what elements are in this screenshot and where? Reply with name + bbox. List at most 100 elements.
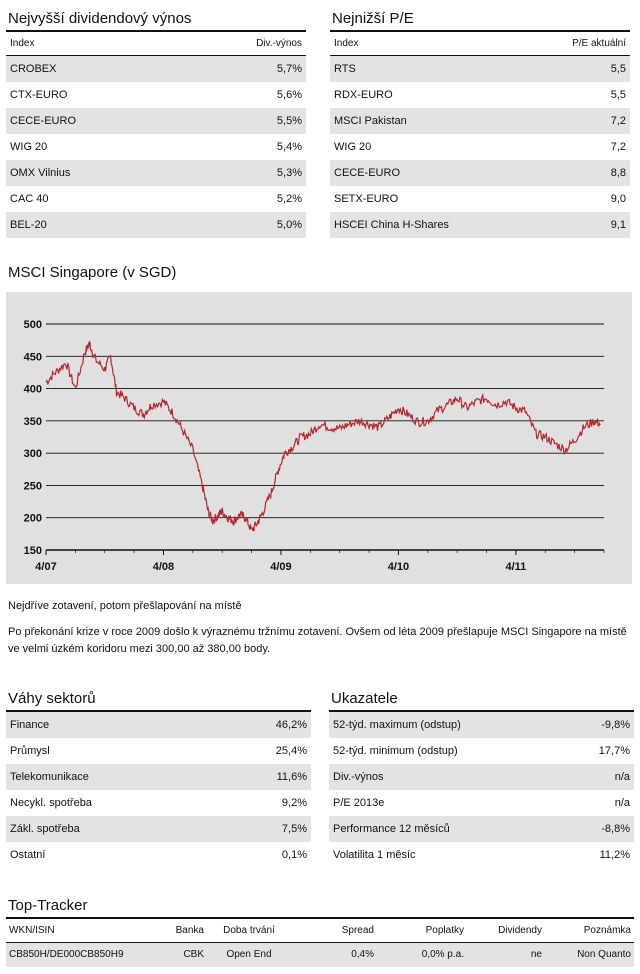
row-value: 7,2 (610, 115, 626, 127)
row-name: Telekomunikace (10, 771, 89, 783)
row-value: 5,6% (276, 89, 302, 101)
table-row: CTX-EURO 5,6% (6, 82, 306, 108)
table-row: HSCEI China H-Shares 9,1 (330, 212, 630, 238)
row-name: CECE-EURO (334, 167, 401, 179)
x-tick-label: 4/08 (153, 561, 174, 573)
row-name: RDX-EURO (334, 89, 393, 101)
table-row: Performance 12 měsíců -8,8% (329, 816, 634, 842)
top-tracker-title: Top-Tracker (6, 893, 634, 919)
header-index: Index (10, 38, 35, 49)
indicators-table: Ukazatele 52-týd. maximum (odstup) -9,8% … (329, 686, 634, 868)
cell-bank: CBK (183, 949, 204, 960)
y-tick-label: 250 (24, 480, 42, 492)
sector-weights-rows: Finance 46,2% Průmysl 25,4% Telekomunikace… (6, 712, 311, 868)
cell-dividends: ne (530, 949, 542, 960)
table-row: WIG 20 5,4% (6, 134, 306, 160)
table-row: OMX Vilnius 5,3% (6, 160, 306, 186)
row-name: OMX Vilnius (10, 167, 71, 179)
row-name: CTX-EURO (10, 89, 68, 101)
row-value: 5,0% (276, 219, 302, 231)
row-name: Finance (10, 719, 50, 731)
table-row: Finance 46,2% (6, 712, 311, 738)
row-value: 8,8 (610, 167, 626, 179)
row-name: 52-týd. minimum (odstup) (333, 745, 458, 757)
x-tick-label: 4/07 (35, 561, 56, 573)
row-value: 11,2% (599, 849, 630, 861)
y-tick-label: 450 (24, 351, 42, 363)
row-value: 5,5 (610, 89, 626, 101)
chart-panel: 500 450 400 350 300 250 200 150 4/07 4/08 4/09 4/10… (6, 292, 632, 584)
sector-weights-table: Váhy sektorů Finance 46,2% Průmysl 25,4% T… (6, 686, 311, 868)
row-value: -8,8% (601, 823, 630, 835)
header-bank: Banka (175, 925, 204, 936)
cell-duration: Open End (226, 949, 272, 960)
header-dividends: Dividendy (498, 925, 542, 936)
table-row: CECE-EURO 8,8 (330, 160, 630, 186)
row-name: P/E 2013e (333, 797, 385, 809)
lowest-pe-header: Index P/E aktuální (330, 32, 630, 56)
row-name: 52-týd. maximum (odstup) (333, 719, 461, 731)
row-name: Průmysl (10, 745, 50, 757)
row-value: 5,7% (276, 63, 302, 75)
lowest-pe-table: Nejnižší P/E Index P/E aktuální RTS 5,5 R… (330, 6, 630, 238)
top-tracker-table: Top-Tracker WKN/ISIN Banka Doba trvání S… (6, 893, 634, 967)
row-value: 9,1 (610, 219, 626, 231)
row-value: 5,2% (276, 193, 302, 205)
row-value: n/a (614, 797, 630, 809)
row-name: MSCI Pakistan (334, 115, 407, 127)
row-value: 5,5% (276, 115, 302, 127)
sector-weights-title: Váhy sektorů (6, 686, 311, 712)
table-row: 52-týd. maximum (odstup) -9,8% (329, 712, 634, 738)
table-row: RDX-EURO 5,5 (330, 82, 630, 108)
cell-fees: 0,0% p.a. (421, 949, 464, 960)
table-row: MSCI Pakistan 7,2 (330, 108, 630, 134)
row-value: 17,7% (598, 745, 630, 757)
row-value: 46,2% (275, 719, 307, 731)
row-name: HSCEI China H-Shares (334, 219, 449, 231)
y-tick-label: 400 (24, 384, 42, 396)
chart-title: MSCI Singapore (v SGD) (8, 264, 177, 281)
row-value: 5,4% (276, 141, 302, 153)
row-value: n/a (614, 771, 630, 783)
plot-area (46, 324, 604, 550)
table-row: Průmysl 25,4% (6, 738, 311, 764)
row-name: WIG 20 (334, 141, 372, 153)
row-name: Zákl. spotřeba (10, 823, 80, 835)
table-row: RTS 5,5 (330, 56, 630, 82)
row-name: Volatilita 1 měsíc (333, 849, 416, 861)
y-tick-label: 150 (24, 545, 42, 557)
header-div-yield: Div.-výnos (256, 38, 302, 49)
row-name: SETX-EURO (334, 193, 399, 205)
y-tick-label: 200 (24, 513, 42, 525)
header-wkn-isin: WKN/ISIN (9, 925, 55, 936)
table-row: Telekomunikace 11,6% (6, 764, 311, 790)
row-name: CROBEX (10, 63, 57, 75)
table-row: SETX-EURO 9,0 (330, 186, 630, 212)
header-fees: Poplatky (425, 925, 464, 936)
row-value: 5,3% (276, 167, 302, 179)
header-duration: Doba trvání (223, 925, 275, 936)
x-tick-label: 4/11 (505, 561, 526, 573)
dividend-yield-rows: CROBEX 5,7% CTX-EURO 5,6% CECE-EURO 5,5% WI… (6, 56, 306, 238)
series-line (45, 340, 601, 532)
row-name: WIG 20 (10, 141, 48, 153)
row-name: Necykl. spotřeba (10, 797, 92, 809)
row-name: BEL-20 (10, 219, 47, 231)
cell-wkn-isin: CB850H/DE000CB850H9 (9, 949, 124, 960)
table-row: Ostatní 0,1% (6, 842, 311, 868)
header-pe: P/E aktuální (572, 38, 626, 49)
table-row: P/E 2013e n/a (329, 790, 634, 816)
row-value: 11,6% (276, 771, 307, 783)
dividend-yield-table: Nejvyšší dividendový výnos Index Div.-vý… (6, 6, 306, 238)
table-row: CAC 40 5,2% (6, 186, 306, 212)
header-index: Index (334, 38, 359, 49)
row-name: CAC 40 (10, 193, 49, 205)
lowest-pe-title: Nejnižší P/E (330, 6, 630, 32)
y-tick-label: 300 (24, 448, 42, 460)
table-row: CB850H/DE000CB850H9 CBK Open End 0,4% 0,… (6, 943, 634, 967)
indicators-rows: 52-týd. maximum (odstup) -9,8% 52-týd. mi… (329, 712, 634, 868)
lowest-pe-rows: RTS 5,5 RDX-EURO 5,5 MSCI Pakistan 7,2 WIG … (330, 56, 630, 238)
row-value: 5,5 (610, 63, 626, 75)
cell-note: Non Quanto (577, 949, 631, 960)
table-row: Necykl. spotřeba 9,2% (6, 790, 311, 816)
